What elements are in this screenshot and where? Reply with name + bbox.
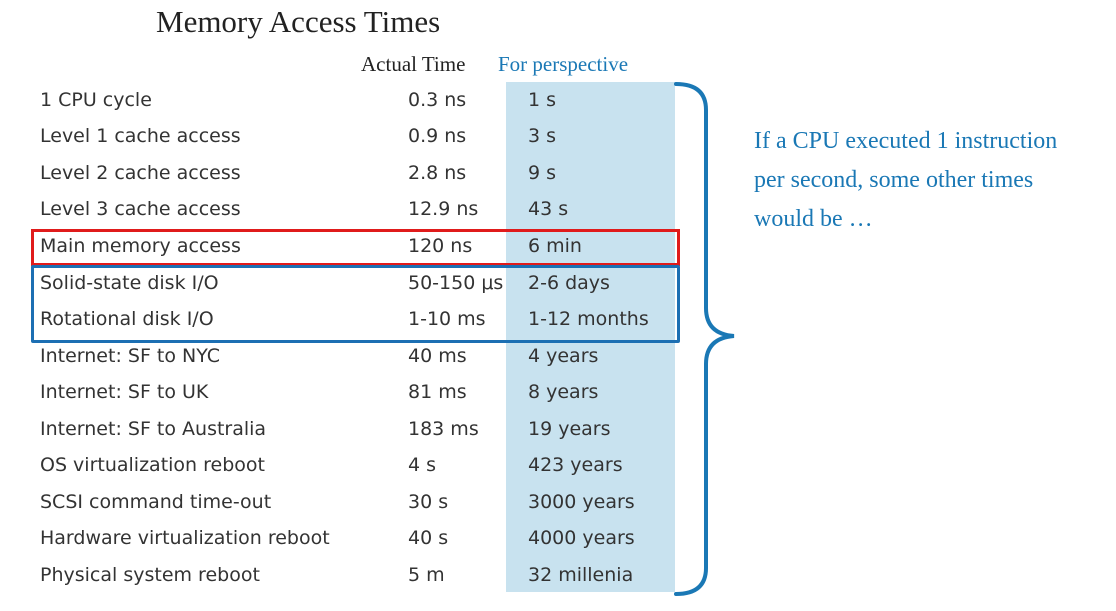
perspective-cell: 43 s xyxy=(528,198,569,220)
perspective-cell: 6 min xyxy=(528,235,582,257)
actual-time-cell: 0.9 ns xyxy=(408,125,467,147)
perspective-cell: 1-12 months xyxy=(528,308,649,330)
actual-time-cell: 30 s xyxy=(408,491,449,513)
perspective-cell: 3 s xyxy=(528,125,557,147)
actual-time-cell: 40 s xyxy=(408,527,449,549)
perspective-cell: 3000 years xyxy=(528,491,635,513)
actual-time-cell: 120 ns xyxy=(408,235,473,257)
perspective-column-background xyxy=(506,82,675,592)
table-row: Rotational disk I/O 1-10 ms 1-12 months xyxy=(0,301,700,337)
event-cell: Hardware virtualization reboot xyxy=(40,527,330,549)
actual-time-cell: 2.8 ns xyxy=(408,162,467,184)
event-cell: Internet: SF to UK xyxy=(40,381,209,403)
table-row: Internet: SF to Australia 183 ms 19 year… xyxy=(0,411,700,447)
annotation-line: per second, some other times xyxy=(754,167,1034,193)
table-row: Internet: SF to UK 81 ms 8 years xyxy=(0,374,700,410)
event-cell: Solid-state disk I/O xyxy=(40,272,219,294)
event-cell: Physical system reboot xyxy=(40,564,260,586)
actual-time-cell: 183 ms xyxy=(408,418,479,440)
table-row: Level 1 cache access 0.9 ns 3 s xyxy=(0,118,700,154)
actual-time-cell: 0.3 ns xyxy=(408,89,467,111)
perspective-cell: 1 s xyxy=(528,89,557,111)
actual-time-cell: 81 ms xyxy=(408,381,467,403)
event-cell: Internet: SF to NYC xyxy=(40,345,221,367)
event-cell: Main memory access xyxy=(40,235,241,257)
annotation-line: would be … xyxy=(754,206,873,232)
table-row: Level 2 cache access 2.8 ns 9 s xyxy=(0,155,700,191)
actual-time-cell: 4 s xyxy=(408,454,437,476)
perspective-annotation: If a CPU executed 1 instruction per seco… xyxy=(754,122,1114,239)
table-row: Hardware virtualization reboot 40 s 4000… xyxy=(0,520,700,556)
event-cell: Internet: SF to Australia xyxy=(40,418,267,440)
table-row: Main memory access 120 ns 6 min xyxy=(0,228,700,264)
actual-time-cell: 50-150 μs xyxy=(408,272,504,294)
table-row: SCSI command time-out 30 s 3000 years xyxy=(0,484,700,520)
right-curly-brace xyxy=(674,82,735,596)
actual-time-cell: 12.9 ns xyxy=(408,198,479,220)
event-cell: Rotational disk I/O xyxy=(40,308,214,330)
event-cell: OS virtualization reboot xyxy=(40,454,265,476)
disk-io-highlight-box xyxy=(31,265,680,343)
actual-time-cell: 40 ms xyxy=(408,345,467,367)
event-cell: Level 2 cache access xyxy=(40,162,241,184)
table-row: 1 CPU cycle 0.3 ns 1 s xyxy=(0,82,700,118)
annotation-line: If a CPU executed 1 instruction xyxy=(754,128,1058,154)
event-cell: SCSI command time-out xyxy=(40,491,272,513)
main-memory-highlight-box xyxy=(31,229,680,266)
perspective-cell: 8 years xyxy=(528,381,599,403)
table-row: Internet: SF to NYC 40 ms 4 years xyxy=(0,338,700,374)
actual-time-cell: 5 m xyxy=(408,564,445,586)
table-row: OS virtualization reboot 4 s 423 years xyxy=(0,447,700,483)
table-row: Physical system reboot 5 m 32 millenia xyxy=(0,557,700,593)
actual-time-cell: 1-10 ms xyxy=(408,308,486,330)
event-cell: Level 3 cache access xyxy=(40,198,241,220)
perspective-cell: 32 millenia xyxy=(528,564,634,586)
perspective-cell: 423 years xyxy=(528,454,623,476)
event-cell: 1 CPU cycle xyxy=(40,89,152,111)
perspective-cell: 4000 years xyxy=(528,527,635,549)
table-row: Solid-state disk I/O 50-150 μs 2-6 days xyxy=(0,265,700,301)
actual-time-header: Actual Time xyxy=(361,52,466,76)
perspective-header: For perspective xyxy=(498,52,629,76)
perspective-cell: 4 years xyxy=(528,345,599,367)
event-cell: Level 1 cache access xyxy=(40,125,241,147)
perspective-cell: 9 s xyxy=(528,162,557,184)
perspective-cell: 19 years xyxy=(528,418,611,440)
page-title: Memory Access Times xyxy=(156,4,441,39)
perspective-cell: 2-6 days xyxy=(528,272,610,294)
table-row: Level 3 cache access 12.9 ns 43 s xyxy=(0,191,700,227)
